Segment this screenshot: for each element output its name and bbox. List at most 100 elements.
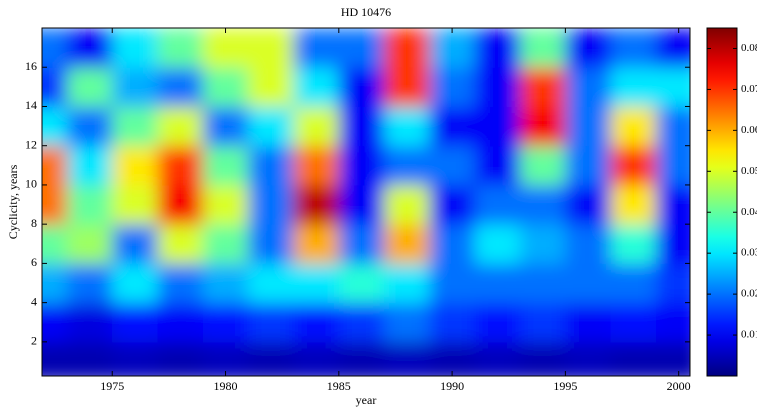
heat-cell — [474, 263, 521, 304]
heat-cell — [610, 67, 657, 107]
heat-cell — [429, 224, 476, 264]
heat-cell — [338, 28, 385, 68]
heat-cell — [157, 184, 204, 225]
heat-cell — [429, 341, 476, 376]
heatmap — [42, 28, 690, 376]
heat-cell — [474, 28, 521, 68]
heat-cell — [656, 28, 690, 68]
heat-cell — [338, 145, 385, 186]
heat-cell — [520, 263, 566, 304]
x-axis-label: year — [356, 393, 377, 407]
heat-cell — [202, 106, 249, 147]
plot-frame — [41, 27, 691, 377]
heat-cell — [66, 184, 113, 225]
heat-cell — [610, 302, 657, 343]
heat-cell — [474, 106, 521, 147]
heat-cell — [520, 145, 566, 186]
heat-cell — [338, 263, 385, 304]
heat-cell — [112, 184, 159, 225]
heat-cell — [474, 302, 521, 343]
heat-cell — [293, 263, 340, 304]
heat-cell — [520, 67, 566, 107]
heat-cell — [474, 341, 521, 376]
colorbar-tick-label: 0.05 — [741, 165, 757, 177]
heat-cell — [248, 145, 294, 186]
heat-cell — [112, 302, 159, 343]
heat-cell — [384, 263, 430, 304]
heat-cell — [656, 263, 690, 304]
y-tick-label: 16 — [25, 59, 37, 73]
heat-cell — [656, 341, 690, 376]
heat-cell — [157, 67, 204, 107]
heat-cell — [384, 302, 430, 343]
heat-cell — [202, 28, 249, 68]
heat-cell — [338, 106, 385, 147]
heat-cell — [474, 67, 521, 107]
heat-cell — [338, 224, 385, 264]
colorbar-tick-label: 0.06 — [741, 124, 757, 136]
heat-cell — [656, 184, 690, 225]
heat-cell — [248, 341, 294, 376]
heat-cell — [42, 302, 68, 343]
y-tick-label: 4 — [31, 294, 37, 308]
heat-cell — [66, 341, 113, 376]
heat-cell — [112, 224, 159, 264]
heat-cell — [42, 224, 68, 264]
heat-cell — [429, 28, 476, 68]
heat-cell — [42, 67, 68, 107]
heat-cell — [42, 184, 68, 225]
heat-cell — [248, 106, 294, 147]
heat-cell — [565, 302, 612, 343]
y-tick-label: 14 — [25, 98, 37, 112]
heat-cell — [157, 263, 204, 304]
heat-cell — [66, 224, 113, 264]
heat-cell — [384, 341, 430, 376]
heat-cell — [157, 106, 204, 147]
heat-cell — [66, 145, 113, 186]
heat-cell — [112, 106, 159, 147]
colorbar-tick-label: 0.01 — [741, 329, 757, 341]
heat-cell — [66, 263, 113, 304]
heat-cell — [293, 106, 340, 147]
heat-cell — [293, 302, 340, 343]
heat-cell — [565, 184, 612, 225]
heat-cell — [202, 302, 249, 343]
y-tick-label: 10 — [25, 177, 37, 191]
x-tick-label: 1995 — [553, 379, 577, 393]
heat-cell — [42, 341, 68, 376]
heat-cell — [112, 67, 159, 107]
heat-cell — [384, 184, 430, 225]
heat-cell — [338, 67, 385, 107]
heat-cell — [157, 341, 204, 376]
heat-cell — [520, 302, 566, 343]
x-tick-label: 1985 — [327, 379, 351, 393]
x-tick-label: 2000 — [667, 379, 691, 393]
heat-cell — [157, 145, 204, 186]
heat-cell — [565, 67, 612, 107]
colorbar-tick-label: 0.03 — [741, 247, 757, 259]
heat-cell — [112, 263, 159, 304]
heat-cell — [66, 302, 113, 343]
heat-cell — [293, 67, 340, 107]
heat-cell — [202, 263, 249, 304]
heat-cell — [429, 106, 476, 147]
heat-cell — [610, 263, 657, 304]
colorbar — [707, 28, 737, 376]
heat-cell — [293, 28, 340, 68]
colorbar-tick-label: 0.04 — [741, 206, 757, 218]
heat-cell — [429, 67, 476, 107]
heat-cell — [248, 224, 294, 264]
x-tick-label: 1975 — [100, 379, 124, 393]
heat-cell — [66, 67, 113, 107]
y-axis-label: Cyclicity, years — [6, 164, 20, 239]
heat-cell — [384, 28, 430, 68]
heat-cell — [565, 263, 612, 304]
heat-cell — [610, 28, 657, 68]
heat-cell — [429, 263, 476, 304]
colorbar-tick-label: 0.02 — [741, 288, 757, 300]
chart-title: HD 10476 — [341, 5, 391, 19]
heat-cell — [248, 67, 294, 107]
heat-cell — [248, 184, 294, 225]
heat-cell — [656, 67, 690, 107]
